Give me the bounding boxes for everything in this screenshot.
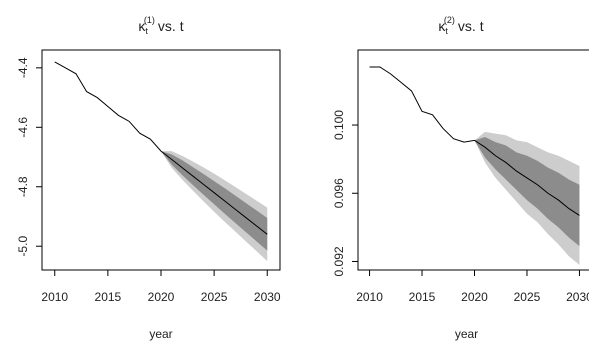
title-superscript: (1) <box>144 15 155 25</box>
y-tick-label: 0.092 <box>332 246 346 276</box>
x-tick-label: 2025 <box>201 290 228 304</box>
y-tick-label: 0.100 <box>332 110 346 140</box>
x-tick-label: 2025 <box>514 290 541 304</box>
title-text: vs. t <box>458 18 484 34</box>
y-tick-label: -4.4 <box>16 57 30 78</box>
x-tick-label: 2015 <box>409 290 436 304</box>
x-tick-label: 2010 <box>356 290 383 304</box>
x-axis-label: year <box>455 327 478 341</box>
y-tick-label: -4.8 <box>16 176 30 197</box>
chart-title: κt(1) vs. t <box>138 15 183 36</box>
x-tick-label: 2030 <box>566 290 589 304</box>
title-symbol: κ <box>138 18 146 34</box>
chart-title: κt(2) vs. t <box>438 15 483 36</box>
x-tick-label: 2010 <box>41 290 68 304</box>
x-tick-label: 2015 <box>95 290 122 304</box>
panel: κt(2)vs. t 2010 2015 2020 2025 2030 0.092 0.096… <box>332 15 589 341</box>
title-superscript: (2) <box>444 15 455 25</box>
data-line <box>54 61 268 235</box>
panel: κt(1) vs. t 2010 2015 2020 2025 2030 -4.4 -4.6 -4… <box>16 15 281 341</box>
x-tick-label: 2020 <box>461 290 488 304</box>
forecast-band <box>474 136 580 247</box>
x-tick-label: 2020 <box>148 290 175 304</box>
title-symbol: κ <box>438 18 446 34</box>
y-tick-label: 0.096 <box>332 178 346 208</box>
x-tick-label: 2030 <box>254 290 281 304</box>
x-axis-label: year <box>149 327 172 341</box>
data-line <box>369 66 580 216</box>
y-tick-label: -4.6 <box>16 117 30 138</box>
title-subscript: t <box>445 26 448 36</box>
y-tick-label: -5.0 <box>16 236 30 257</box>
title-text: vs. t <box>158 18 184 34</box>
title-subscript: t <box>145 26 148 36</box>
forecast-band <box>161 151 268 251</box>
